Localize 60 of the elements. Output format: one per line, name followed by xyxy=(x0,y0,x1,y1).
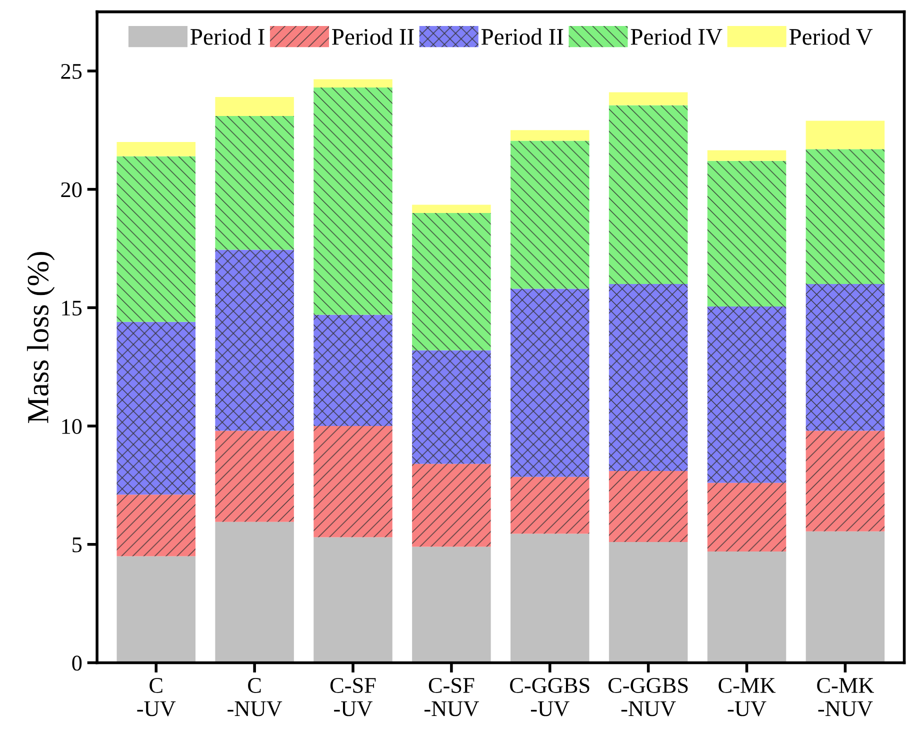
y-tick-label: 0 xyxy=(72,656,82,671)
y-axis-title: Mass loss (%) xyxy=(26,252,55,423)
bar xyxy=(215,250,294,431)
bar xyxy=(806,149,885,284)
x-tick-label: C-MK -UV xyxy=(718,678,776,716)
bar xyxy=(116,556,196,663)
y-tick-label: 10 xyxy=(62,418,82,434)
legend-label: Period V xyxy=(789,28,873,45)
bar xyxy=(116,142,196,156)
bar xyxy=(412,350,491,464)
bar xyxy=(412,546,491,663)
legend-label: Period IV xyxy=(630,28,722,45)
legend-label: Period II xyxy=(481,28,564,45)
bar xyxy=(116,322,196,495)
bar xyxy=(314,426,392,538)
bar xyxy=(314,79,392,88)
x-tick-label: C-SF -NUV xyxy=(424,678,479,716)
bar xyxy=(215,522,294,663)
x-tick-label: C-GGBS -UV xyxy=(510,678,590,716)
bar xyxy=(707,482,786,552)
bar xyxy=(608,105,688,284)
bar xyxy=(707,150,786,161)
bar xyxy=(608,542,688,663)
y-tick-label: 15 xyxy=(62,300,82,316)
bar xyxy=(510,130,590,141)
bar xyxy=(806,120,885,150)
bar xyxy=(608,284,688,471)
x-tick-label: C -UV xyxy=(137,678,176,716)
bar xyxy=(707,306,786,483)
bar xyxy=(412,204,491,213)
x-tick-label: C-MK -NUV xyxy=(817,678,874,716)
legend-label: Period I xyxy=(190,28,264,45)
legend-label: Period II xyxy=(332,28,414,45)
x-tick-label: C-SF -UV xyxy=(330,678,376,716)
bar xyxy=(116,494,196,556)
bar xyxy=(412,464,491,547)
y-tick-label: 25 xyxy=(61,64,82,79)
x-tick-label: C -NUV xyxy=(228,678,282,716)
bar xyxy=(806,531,885,663)
bar xyxy=(510,476,590,534)
bar xyxy=(510,288,590,477)
bar xyxy=(510,534,590,663)
bar xyxy=(215,116,294,250)
bar xyxy=(707,160,786,306)
x-tick-label: C-GGBS -NUV xyxy=(608,678,688,716)
bar xyxy=(608,92,688,106)
bar xyxy=(215,97,294,116)
bar xyxy=(314,88,392,315)
bar xyxy=(806,430,885,532)
bar xyxy=(707,551,786,663)
y-tick-label: 20 xyxy=(61,182,82,198)
bar xyxy=(314,314,392,426)
bar xyxy=(314,537,392,663)
bar xyxy=(608,471,688,542)
bar xyxy=(510,140,590,289)
bar xyxy=(806,284,885,431)
bar xyxy=(116,156,196,322)
y-tick-label: 5 xyxy=(72,538,82,552)
bar xyxy=(215,430,294,522)
bar xyxy=(412,213,491,350)
